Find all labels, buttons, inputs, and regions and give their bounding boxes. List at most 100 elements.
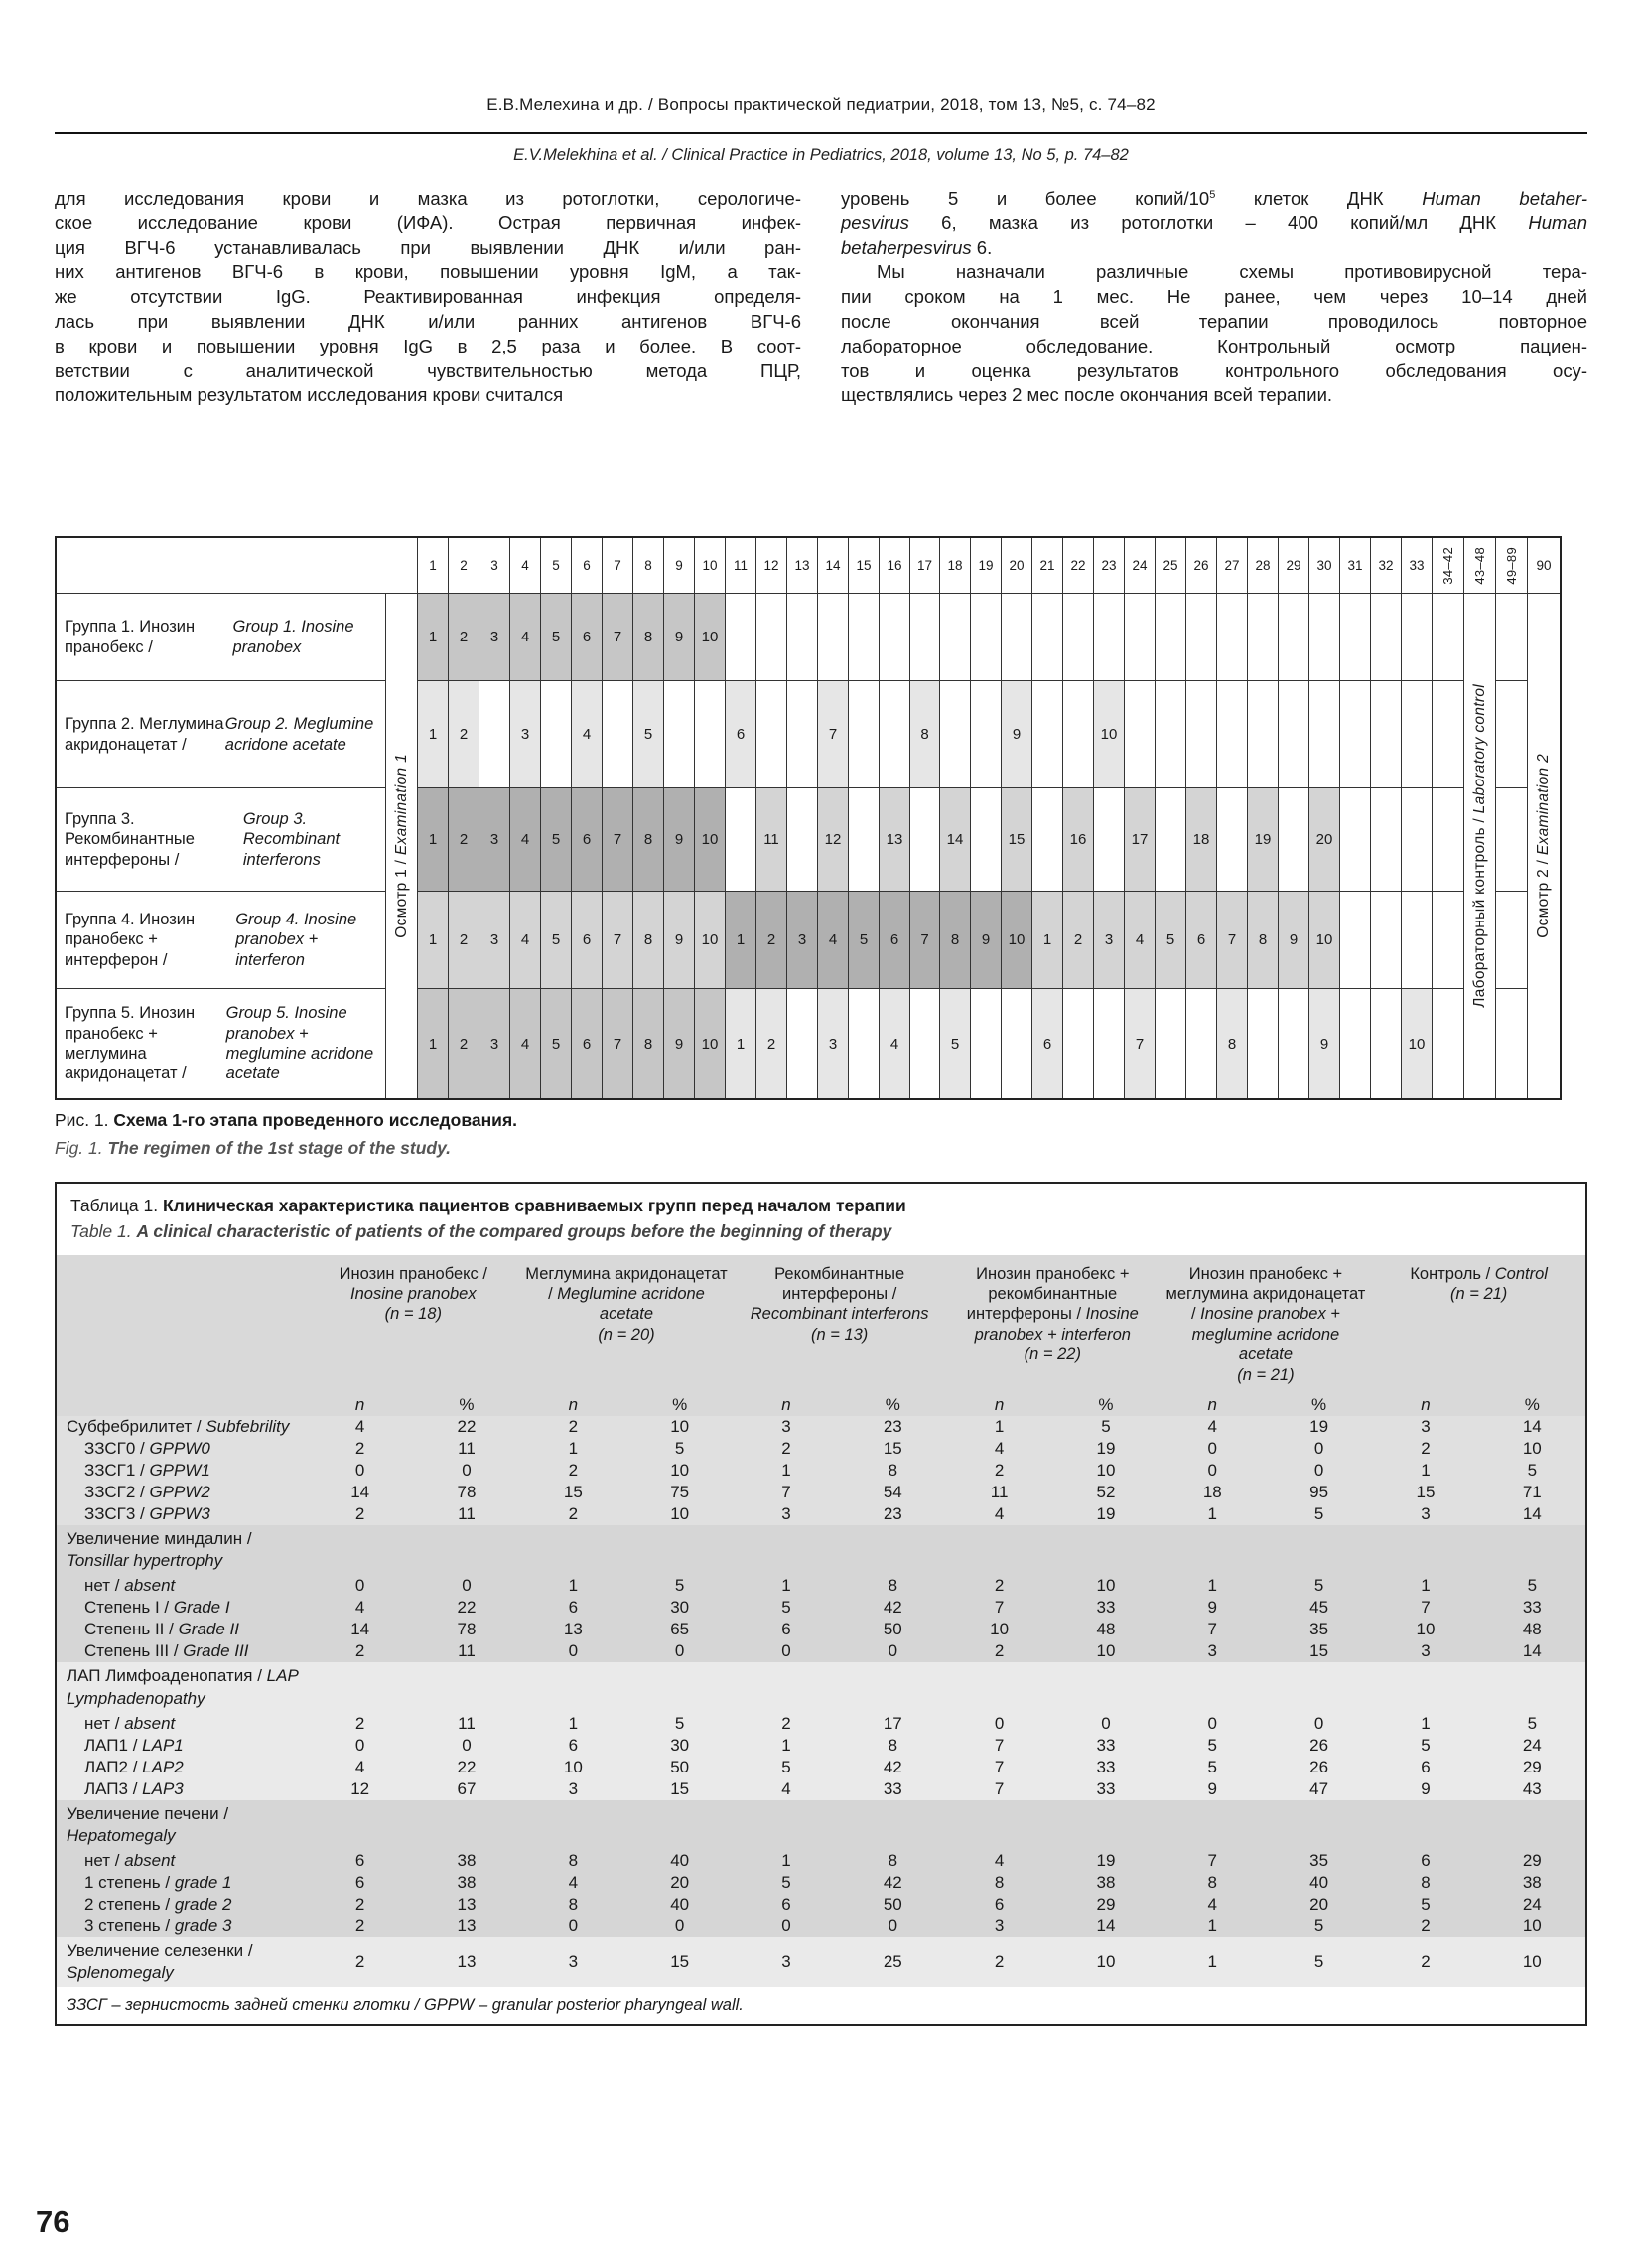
table-value-cell: 10 — [1096, 1951, 1116, 1971]
table-value-cell: 40 — [670, 1894, 690, 1914]
body-text-line: положительным результатом исследования к… — [55, 384, 564, 406]
figure-day-cell — [1309, 681, 1340, 788]
body-text-line: betaherpesvirus 6. — [841, 236, 993, 258]
body-text-line: ция ВГЧ-6 устанавливалась при выявлении … — [55, 236, 801, 258]
figure-day-cell: 4 — [510, 594, 541, 681]
figure-day-cell: 4 — [818, 892, 849, 989]
figure-range-header: 43–48 — [1464, 538, 1496, 594]
table-title-en: Table 1. A clinical characteristic of pa… — [70, 1218, 1572, 1244]
figure-day-header: 11 — [726, 538, 756, 594]
figure-day-cell: 2 — [756, 989, 787, 1098]
table-value-cell: 2 — [568, 1417, 579, 1437]
table-value-cell: 10 — [1522, 1915, 1542, 1935]
figure-day-cell: 3 — [818, 989, 849, 1098]
table-value-cell: 7 — [994, 1757, 1005, 1776]
body-text-line: после окончания всей терапии проводилось… — [841, 310, 1587, 332]
figure-day-cell — [1002, 594, 1032, 681]
table-value-cell: 3 — [1421, 1641, 1431, 1661]
table-value-cell: 7 — [994, 1735, 1005, 1755]
table-row: ЛАП3 / LAP3 12 67 3 15 4 33 7 33 9 47 9 43 — [57, 1777, 1585, 1800]
figure-day-header: 16 — [880, 538, 910, 594]
figure-day-cell: 4 — [510, 989, 541, 1098]
figure-day-header: 21 — [1032, 538, 1063, 594]
table-value-cell: 1 — [994, 1417, 1005, 1437]
figure-day-cell: 2 — [449, 788, 479, 892]
figure-day-cell: 20 — [1309, 788, 1340, 892]
figure-day-cell: 3 — [1094, 892, 1125, 989]
table-value-cell: 7 — [994, 1598, 1005, 1618]
table-section-label: ЛАП Лимфоаденопатия / LAP Lymphadenopathy — [67, 1666, 299, 1708]
table-value-cell: 24 — [1522, 1894, 1542, 1914]
body-text-line: тов и оценка результатов контрольного об… — [841, 359, 1587, 381]
figure-day-header: 20 — [1002, 538, 1032, 594]
table-value-cell: 14 — [1522, 1504, 1542, 1524]
table-value-cell: 11 — [458, 1439, 476, 1459]
table-value-cell: 15 — [883, 1439, 902, 1459]
table-value-cell: 10 — [1522, 1951, 1542, 1971]
table-value-cell: 5 — [1313, 1915, 1324, 1935]
table-group-header: Меглумина акридонацетат / Meglumine acri… — [525, 1264, 728, 1344]
table-value-cell: 2 — [781, 1713, 791, 1733]
table-value-cell: 0 — [354, 1735, 365, 1755]
table-value-cell: 0 — [462, 1735, 472, 1755]
figure-day-header: 3 — [479, 538, 510, 594]
table-value-cell: 18 — [1202, 1483, 1222, 1502]
figure-caption-en-prefix: Fig. 1. — [55, 1138, 103, 1158]
table-row-label: 3 степень / grade 3 — [84, 1915, 232, 1935]
figure-day-cell — [880, 594, 910, 681]
table-footnote: ЗЗСГ – зернистость задней стенки глотки … — [57, 1986, 1585, 2024]
figure-day-header: 14 — [818, 538, 849, 594]
table-value-cell: 33 — [1096, 1757, 1116, 1776]
figure-day-cell — [1217, 681, 1248, 788]
table-section-row: Увеличение печени / Hepatomegaly — [57, 1799, 1585, 1850]
table-value-cell: 67 — [457, 1778, 477, 1798]
table-value-cell: 3 — [781, 1504, 791, 1524]
table-title-ru: Таблица 1. Клиническая характеристика па… — [70, 1193, 1572, 1218]
figure-day-cell: 10 — [1094, 681, 1125, 788]
table-row-label: Субфебрилитет / Subfebrility — [67, 1417, 290, 1437]
figure-day-cell: 8 — [1217, 989, 1248, 1098]
figure-day-cell: 1 — [418, 681, 449, 788]
table-pct-header: % — [1098, 1395, 1114, 1415]
table-value-cell: 4 — [994, 1439, 1005, 1459]
article-text-right-column: уровень 5 и более копий/105 клеток ДНК H… — [841, 187, 1587, 408]
figure-day-cell — [1125, 594, 1156, 681]
figure-day-cell — [1032, 788, 1063, 892]
table-row: ЗЗСГ0 / GPPW0 2 11 1 5 2 15 4 19 0 0 2 10 — [57, 1438, 1585, 1461]
table-value-cell: 8 — [888, 1850, 898, 1870]
figure-day-cell — [1063, 594, 1094, 681]
figure-day-cell — [1156, 989, 1186, 1098]
table-value-cell: 17 — [883, 1713, 902, 1733]
table-value-cell: 11 — [990, 1483, 1009, 1502]
table-value-cell: 54 — [883, 1483, 902, 1502]
table-value-cell: 3 — [994, 1915, 1005, 1935]
figure-day-cell — [1125, 681, 1156, 788]
table-value-cell: 6 — [994, 1894, 1005, 1914]
table-group-header-row: Инозин пранобекс / Inosine pranobex (n = … — [57, 1254, 1585, 1395]
table-row-label: нет / absent — [84, 1850, 176, 1870]
table-value-cell: 6 — [568, 1598, 579, 1618]
figure-day-cell: 6 — [572, 788, 603, 892]
table-value-cell: 15 — [670, 1951, 690, 1971]
table-title-en-prefix: Table 1. — [70, 1221, 132, 1242]
table-row-label: ЗЗСГ1 / GPPW1 — [84, 1461, 210, 1481]
table-value-cell: 12 — [350, 1778, 370, 1798]
table-value-cell: 33 — [1522, 1598, 1542, 1618]
table-value-cell: 1 — [1207, 1951, 1218, 1971]
figure-day-cell — [1371, 892, 1402, 989]
table-value-cell: 7 — [1207, 1620, 1218, 1639]
figure-day-cell: 4 — [510, 788, 541, 892]
journal-citation-en: E.V.Melekhina et al. / Clinical Practice… — [513, 146, 1129, 164]
table-row-label: ЗЗСГ3 / GPPW3 — [84, 1504, 210, 1524]
table-value-cell: 5 — [1313, 1576, 1324, 1596]
table-value-cell: 78 — [457, 1620, 477, 1639]
table-row-label: нет / absent — [84, 1713, 176, 1733]
table-value-cell: 30 — [670, 1735, 690, 1755]
table-row-label: ЛАП1 / LAP1 — [84, 1735, 184, 1755]
figure-day-cell — [1340, 788, 1371, 892]
table-value-cell: 11 — [458, 1713, 476, 1733]
figure-day-cell — [1248, 989, 1279, 1098]
table-value-cell: 8 — [1421, 1872, 1431, 1892]
table-row: ЛАП1 / LAP1 0 0 6 30 1 8 7 33 5 26 5 24 — [57, 1734, 1585, 1757]
table-section-row: ЛАП Лимфоаденопатия / LAP Lymphadenopathy — [57, 1662, 1585, 1713]
